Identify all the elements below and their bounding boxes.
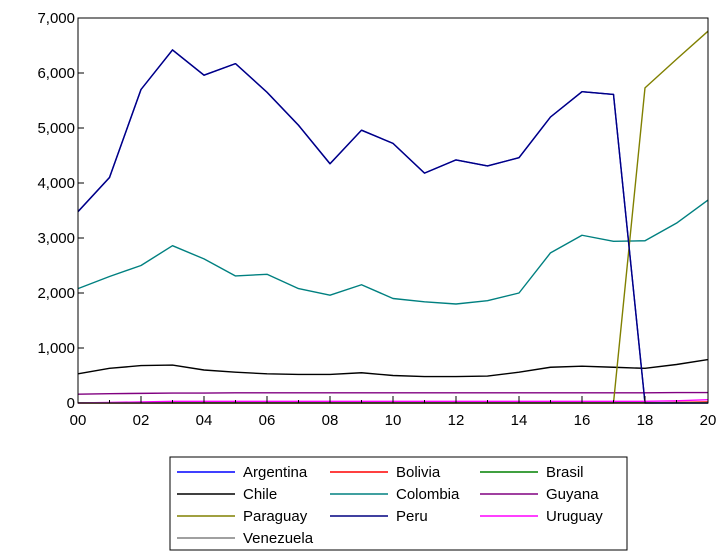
- y-tick-label: 1,000: [37, 340, 75, 357]
- series-line-paraguay: [78, 30, 709, 404]
- x-tick-label: 06: [259, 412, 276, 429]
- series-line-chile: [77, 358, 709, 378]
- y-tick-label: 0: [67, 395, 75, 412]
- axis-layer: 0 1,000 2,000 3,000 4,000 5,000 6,000 7,000 00 02…: [37, 10, 716, 429]
- legend-label-guyana: Guyana: [546, 486, 599, 503]
- series-line-peru: [77, 49, 708, 404]
- x-tick-label: 04: [196, 412, 213, 429]
- legend-box: [169, 456, 628, 551]
- series-layer: [77, 30, 709, 404]
- x-tick-label: 12: [448, 412, 465, 429]
- series-line-guyana: [77, 391, 708, 395]
- legend-label-venezuela: Venezuela: [243, 530, 314, 547]
- x-tick-label: 14: [511, 412, 528, 429]
- y-tick-label: 2,000: [37, 285, 75, 302]
- legend-label-bolivia: Bolivia: [396, 464, 441, 481]
- legend: Argentina Bolivia Brasil Chile Colombia Guyan…: [169, 456, 628, 551]
- x-tick-label: 10: [385, 412, 402, 429]
- x-tick-label: 16: [574, 412, 591, 429]
- series-line-argentina: [77, 49, 708, 404]
- plot-frame: [77, 17, 709, 404]
- series-line-colombia: [77, 199, 709, 305]
- y-tick-label: 3,000: [37, 230, 75, 247]
- y-tick-label: 7,000: [37, 10, 75, 27]
- legend-label-uruguay: Uruguay: [546, 508, 603, 525]
- x-tick-label: 18: [637, 412, 654, 429]
- y-tick-label: 6,000: [37, 65, 75, 82]
- legend-label-colombia: Colombia: [396, 486, 460, 503]
- x-tick-label: 02: [133, 412, 150, 429]
- legend-label-chile: Chile: [243, 486, 277, 503]
- x-tick-label: 08: [322, 412, 339, 429]
- legend-label-argentina: Argentina: [243, 464, 308, 481]
- x-tick-label: 00: [70, 412, 87, 429]
- legend-label-peru: Peru: [396, 508, 428, 525]
- legend-label-paraguay: Paraguay: [243, 508, 308, 525]
- y-tick-label: 4,000: [37, 175, 75, 192]
- legend-label-brasil: Brasil: [546, 464, 584, 481]
- x-tick-label: 20: [700, 412, 717, 429]
- y-tick-label: 5,000: [37, 120, 75, 137]
